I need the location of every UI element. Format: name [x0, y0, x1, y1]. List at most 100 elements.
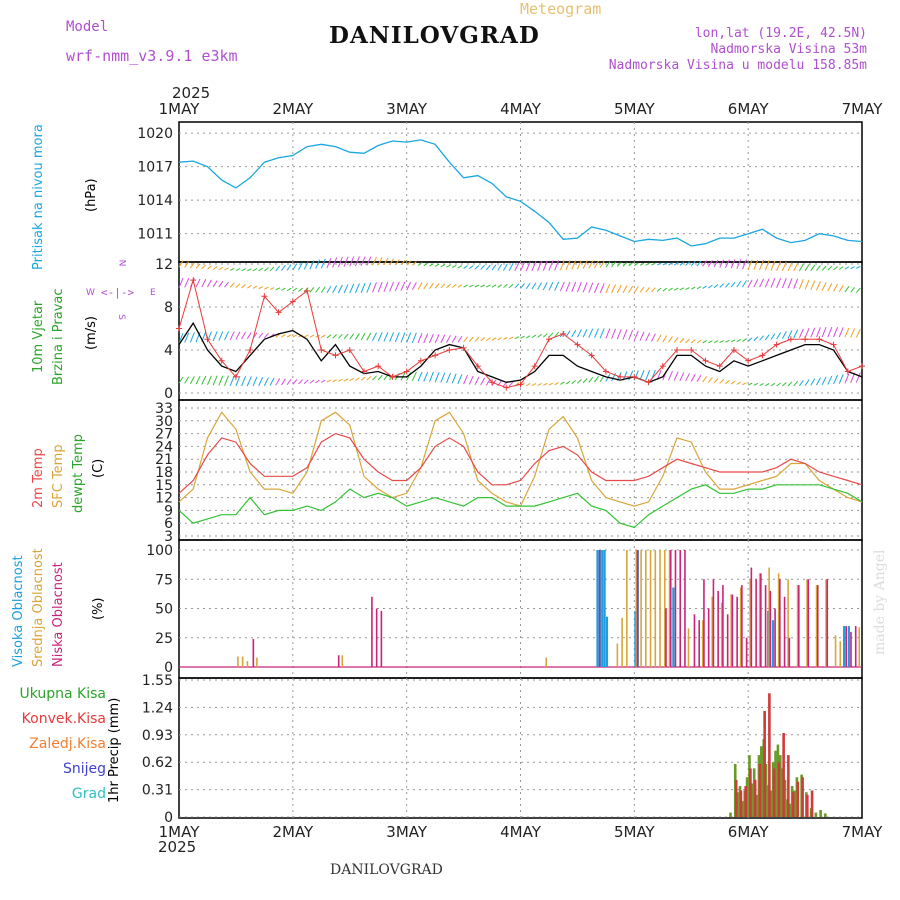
wind-barb — [690, 374, 696, 382]
wind-barb — [349, 333, 355, 340]
cloud-bar-low — [598, 550, 601, 667]
cloud-bar-high — [605, 616, 609, 667]
cloud-bar-high — [843, 626, 846, 667]
precip-bar-total — [729, 812, 732, 817]
wind-barb — [434, 283, 440, 289]
wind-barb — [434, 263, 440, 267]
cloud-bar-mid — [711, 596, 714, 667]
wind-barb — [281, 287, 286, 291]
wind-barb — [787, 262, 793, 272]
wind-barb — [503, 283, 508, 288]
wind-barb — [377, 332, 383, 342]
compass-w: W — [86, 288, 95, 298]
cloud-bar-mid — [654, 550, 657, 667]
wind-gust-marker — [730, 347, 737, 353]
wind-speed-line — [178, 321, 863, 383]
cloud-bar-low — [760, 573, 762, 667]
wind-barb — [673, 371, 679, 381]
wind-barb — [571, 329, 577, 338]
wind-barb — [776, 382, 781, 387]
wind-barb — [349, 256, 355, 267]
precip-bar-convective — [749, 768, 752, 817]
cloud-bar-low — [717, 590, 719, 667]
wind-barb — [258, 267, 263, 272]
wind-barb — [303, 334, 309, 338]
wind-barb — [844, 286, 850, 293]
wind-barb — [309, 260, 315, 270]
cloud-bar-mid — [701, 620, 704, 667]
wind-barb — [224, 375, 229, 386]
wind-barb — [218, 375, 224, 386]
wind-barb — [730, 281, 736, 288]
compass-s: S — [115, 314, 126, 320]
wind-barb — [850, 266, 855, 270]
wind-barb — [468, 265, 474, 270]
wind-barb — [594, 282, 599, 293]
wind-barb — [730, 259, 736, 269]
wind-barb — [275, 287, 280, 291]
wind-barb — [736, 338, 742, 343]
wind-barb — [286, 287, 292, 292]
cloud-bar-low — [850, 631, 852, 667]
legend-snow: Snijeg — [62, 761, 106, 777]
wind-barb — [833, 326, 839, 338]
wind-barb — [565, 281, 571, 292]
wind-barb — [207, 279, 212, 288]
wind-barb — [372, 332, 377, 341]
wind-barb — [611, 261, 616, 268]
y-tick-label-precip: 1.24 — [142, 700, 173, 716]
wind-barb — [622, 262, 628, 267]
cloud-bar-mid — [839, 641, 842, 667]
wind-barb — [719, 340, 724, 344]
wind-barb — [559, 281, 565, 292]
y-tick-label-pressure: 1014 — [137, 193, 173, 209]
cloud-bar-low — [371, 596, 373, 667]
wind-barb — [485, 264, 491, 271]
wind-barb — [446, 335, 451, 343]
wind-barb — [428, 333, 434, 344]
wind-barb — [423, 333, 429, 344]
cloud-bar-high — [634, 610, 637, 667]
y-tick-label-temperature: 3 — [164, 529, 173, 545]
wind-barb — [332, 285, 338, 294]
wind-barb — [247, 268, 252, 272]
wind-barb — [286, 378, 292, 386]
cloud-bar-low — [788, 637, 791, 667]
wind-barb — [320, 286, 326, 293]
wind-barb — [326, 334, 332, 339]
precip-bar-convective — [782, 733, 785, 817]
wind-barb — [810, 378, 816, 386]
wind-barb — [372, 375, 377, 381]
wind-barb — [736, 259, 742, 269]
wind-barb — [394, 281, 400, 292]
wind-barb — [337, 256, 343, 268]
legend-hail: Grad — [71, 786, 106, 802]
panel-frame-wind — [178, 261, 863, 401]
cloud-bar-high — [596, 550, 599, 667]
wind-barb — [423, 371, 429, 382]
y-tick-label-temperature: 21 — [155, 452, 173, 468]
precip-bar-total — [769, 790, 773, 817]
wind-barb — [383, 257, 389, 266]
panel-frame-pressure — [178, 121, 863, 263]
wind-barb — [298, 379, 303, 385]
wind-barb — [497, 263, 503, 271]
wind-barb — [628, 262, 633, 267]
wind-barb — [212, 331, 218, 342]
wind-barb — [406, 281, 412, 291]
wind-barb — [207, 375, 212, 386]
cloud-bar-low — [707, 608, 710, 667]
wind-barb — [633, 370, 639, 381]
wind-barb — [855, 372, 861, 383]
wind-barb — [668, 336, 673, 343]
wind-barb — [759, 335, 764, 341]
wind-barb — [229, 331, 235, 341]
wind-gust-marker — [247, 347, 254, 353]
wind-barb — [338, 378, 343, 382]
wind-barb — [798, 380, 804, 387]
wind-barb — [668, 287, 673, 292]
wind-barb — [258, 376, 264, 387]
wind-barb — [525, 282, 531, 290]
wind-barb — [434, 372, 440, 383]
wind-barb — [286, 264, 292, 271]
